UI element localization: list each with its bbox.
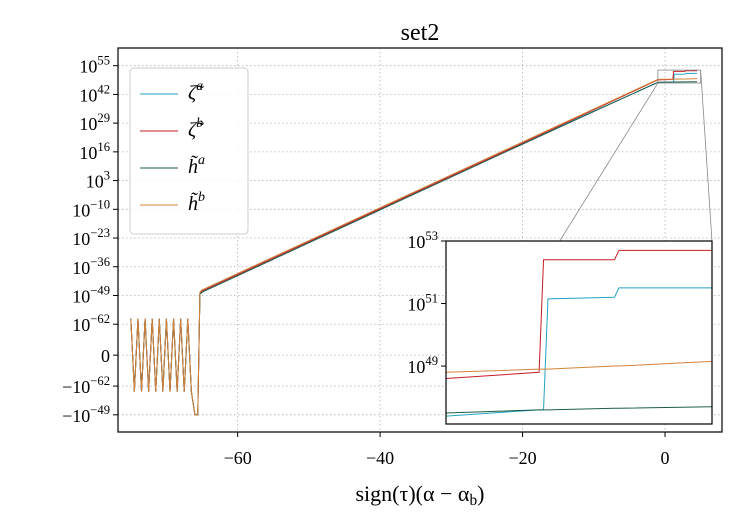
zoom-connector xyxy=(700,70,713,242)
inset-background xyxy=(446,241,712,424)
y-tick-label: −10−62 xyxy=(62,374,110,397)
x-axis-label: sign(τ)(α − αb) xyxy=(356,481,485,508)
legend-box xyxy=(129,67,249,235)
inset-y-tick-label: 1053 xyxy=(407,229,438,252)
x-tick-label: 0 xyxy=(661,448,670,468)
axes-frame xyxy=(117,47,723,433)
series-line xyxy=(446,360,712,373)
chart-title: set2 xyxy=(401,20,440,46)
y-tick-label: 10−23 xyxy=(72,226,110,249)
y-tick-label: 1055 xyxy=(79,54,110,77)
legend-label: h̃b xyxy=(188,190,205,214)
y-tick-label: −10−49 xyxy=(62,403,110,426)
y-tick-label: 10−49 xyxy=(72,283,110,306)
y-tick-label: 10−10 xyxy=(72,197,110,220)
legend: ζ̃aζ̃bh̃ah̃b xyxy=(129,67,249,235)
y-tick-label: 10−62 xyxy=(72,312,110,335)
x-tick-label: −40 xyxy=(366,448,394,468)
y-tick-label: 103 xyxy=(86,168,110,191)
y-tick-label: 1029 xyxy=(79,111,110,134)
y-tick-label: 0 xyxy=(101,346,110,366)
zoom-box xyxy=(657,69,702,84)
series-line xyxy=(130,78,698,416)
y-tick-label: 10−36 xyxy=(72,255,110,278)
series-line xyxy=(446,406,712,414)
inset-y-tick-label: 1051 xyxy=(407,291,438,314)
legend-label: h̃a xyxy=(188,153,205,177)
inset-frame xyxy=(445,240,713,425)
x-tick-label: −60 xyxy=(224,448,252,468)
inset-plot-area xyxy=(446,249,712,417)
x-tick-label: −20 xyxy=(508,448,536,468)
y-tick-label: 1016 xyxy=(79,140,110,163)
y-tick-label: 1042 xyxy=(79,82,110,105)
series-line xyxy=(446,249,712,380)
inset-y-tick-label: 1049 xyxy=(407,354,438,377)
